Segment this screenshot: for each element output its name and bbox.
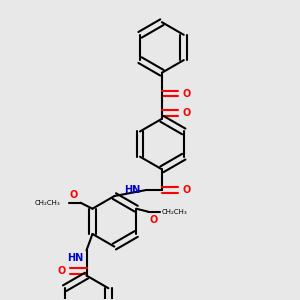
Text: HN: HN [67, 253, 83, 263]
Text: CH₂CH₃: CH₂CH₃ [34, 200, 60, 206]
Text: O: O [150, 214, 158, 225]
Text: O: O [58, 266, 66, 276]
Text: HN: HN [124, 185, 140, 195]
Text: O: O [69, 190, 78, 200]
Text: O: O [183, 88, 191, 98]
Text: CH₂CH₃: CH₂CH₃ [161, 209, 187, 215]
Text: O: O [183, 108, 191, 118]
Text: O: O [183, 185, 191, 195]
